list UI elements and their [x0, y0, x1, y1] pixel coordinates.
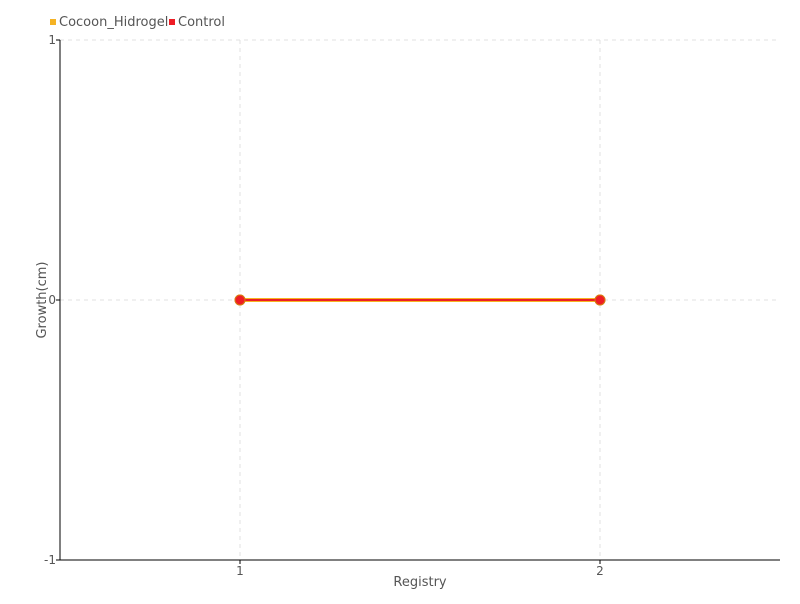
- x-tick-label: 1: [236, 564, 244, 578]
- x-axis-label: Registry: [393, 575, 447, 590]
- y-tick-label: 0: [48, 293, 56, 307]
- legend-label: Cocoon_Hidrogel: [59, 15, 168, 30]
- y-tick-label: -1: [44, 553, 56, 567]
- legend: Cocoon_Hidrogel Control: [50, 15, 225, 30]
- y-axis-label: Growth(cm): [35, 261, 50, 338]
- x-tick-label: 2: [596, 564, 604, 578]
- legend-swatch: [169, 19, 175, 25]
- legend-label: Control: [178, 15, 225, 30]
- data-point: [594, 294, 606, 306]
- axes: 1 0 -1 1 2: [44, 33, 780, 578]
- y-tick-label: 1: [48, 33, 56, 47]
- data-point: [234, 294, 246, 306]
- legend-swatch: [50, 19, 56, 25]
- series: [234, 294, 606, 306]
